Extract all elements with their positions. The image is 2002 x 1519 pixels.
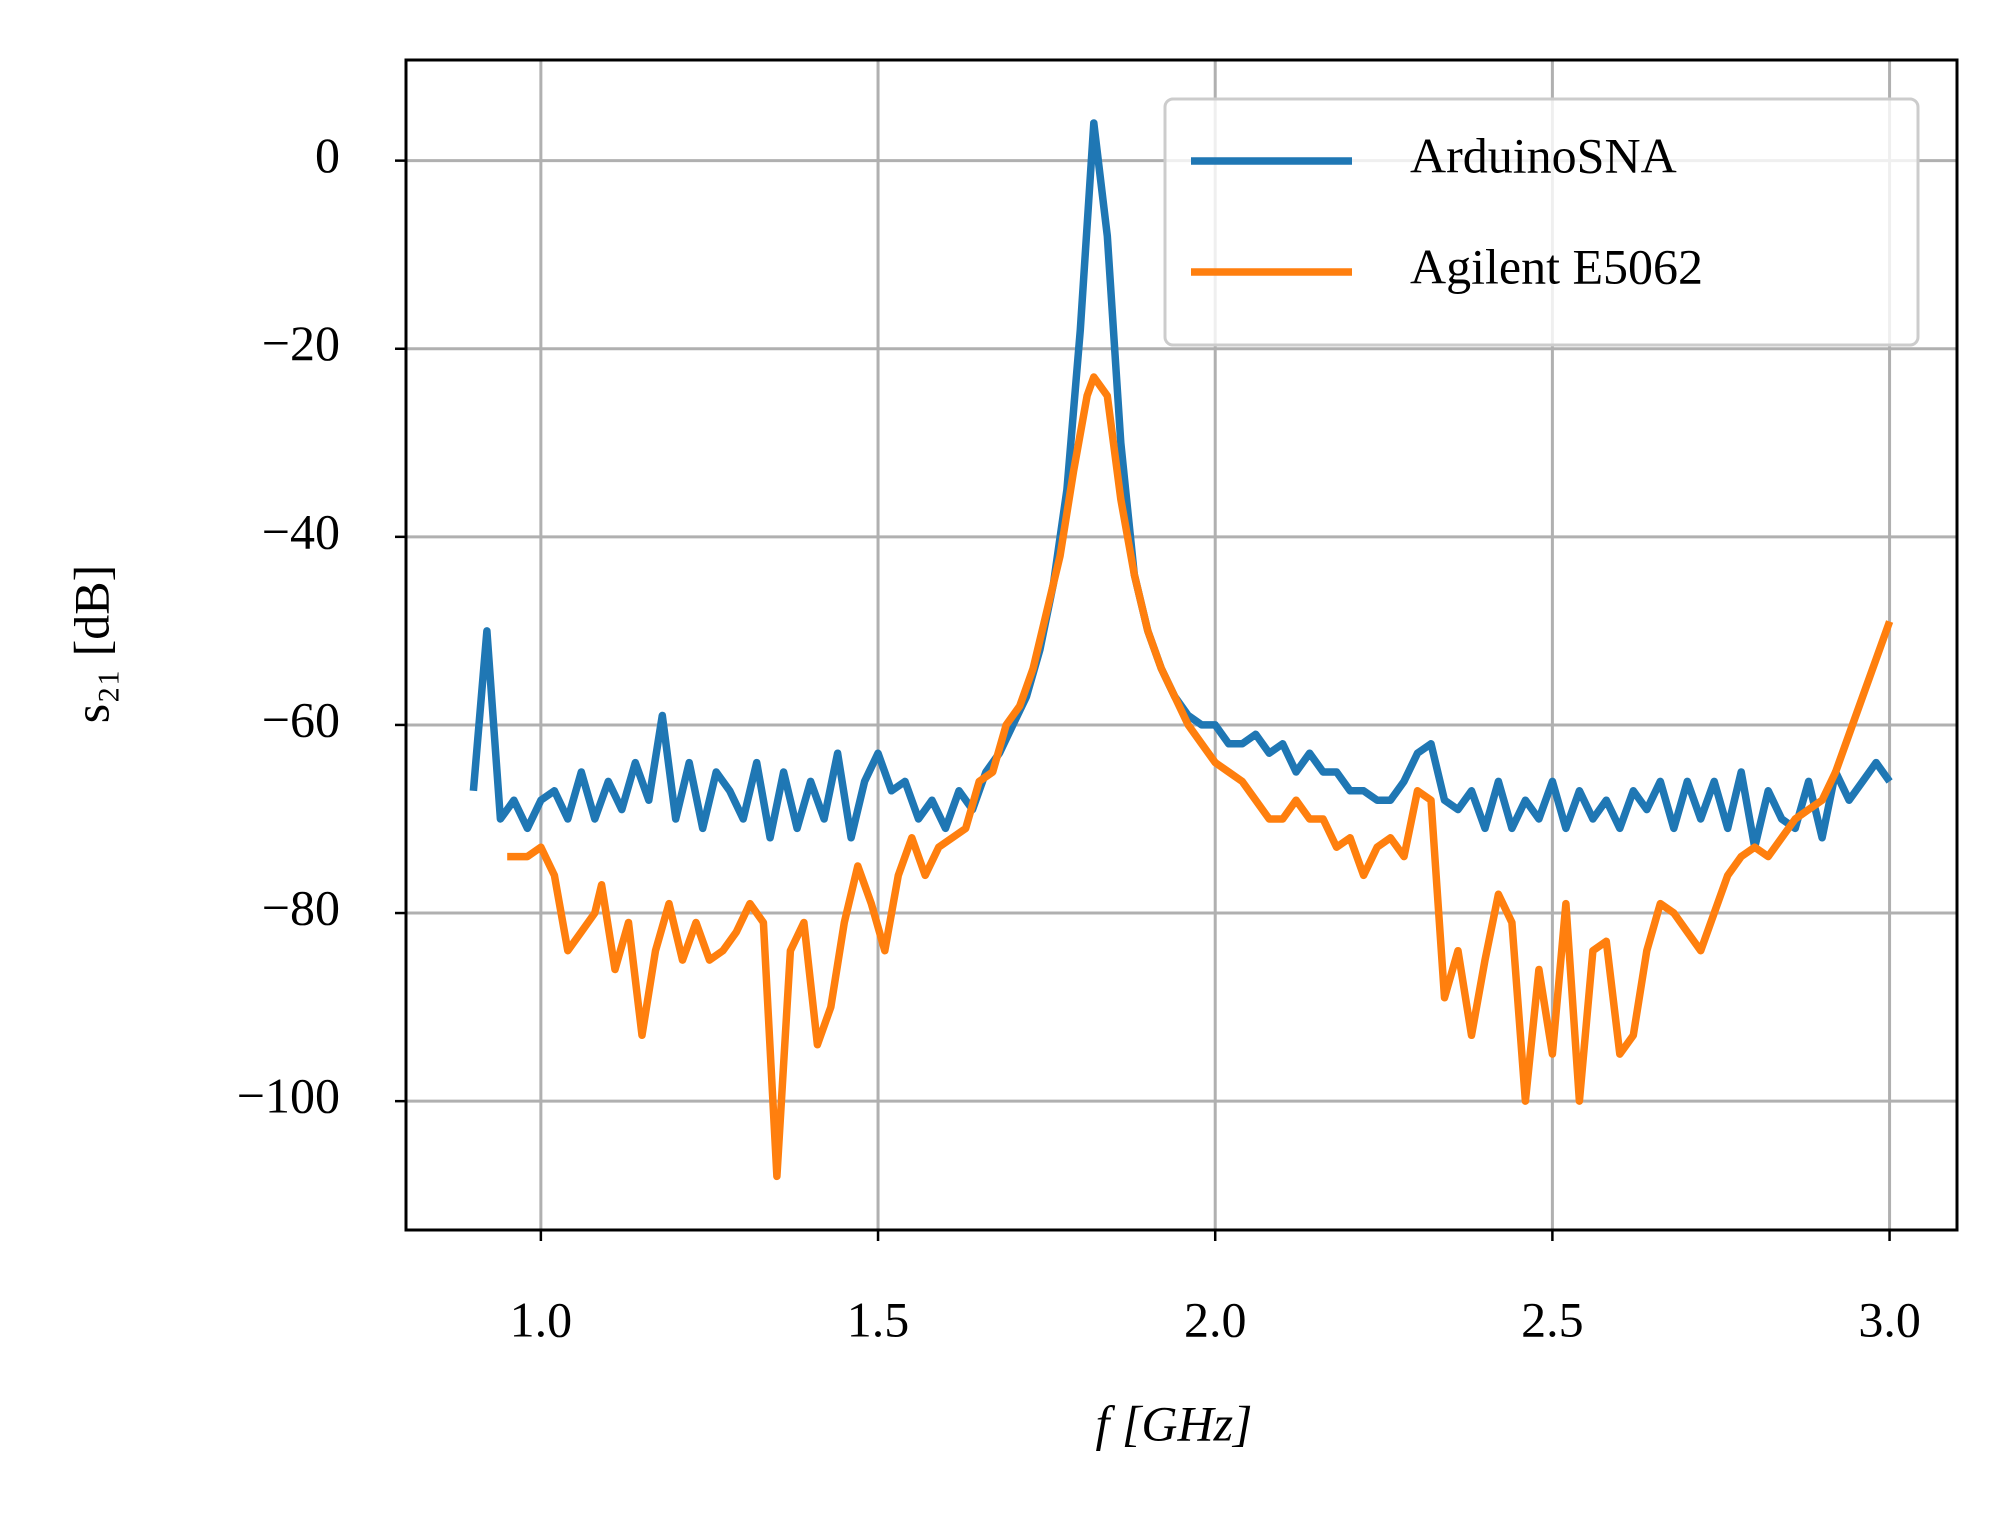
x-axis-label: f [GHz] bbox=[1096, 1395, 1253, 1451]
plot-frame bbox=[404, 58, 1959, 1232]
x-tick-label: 2.5 bbox=[1521, 1291, 1584, 1347]
y-tick-label: −100 bbox=[237, 1068, 340, 1124]
legend-box bbox=[1163, 97, 1920, 347]
x-tick-label: 3.0 bbox=[1858, 1291, 1921, 1347]
y-tick-label: −80 bbox=[262, 880, 340, 936]
x-tick-label: 2.0 bbox=[1184, 1291, 1247, 1347]
y-axis-label: s₂₁ [dB] bbox=[63, 565, 119, 723]
series-line bbox=[507, 373, 1894, 1181]
x-tick-label: 1.5 bbox=[847, 1291, 910, 1347]
y-tick-label: 0 bbox=[315, 127, 340, 183]
y-tick-label: −40 bbox=[262, 503, 340, 559]
x-tick-label: 1.0 bbox=[510, 1291, 573, 1347]
legend-label: ArduinoSNA bbox=[1410, 127, 1677, 183]
y-tick-label: −60 bbox=[262, 691, 340, 747]
y-tick-label: −20 bbox=[262, 315, 340, 371]
legend-label: Agilent E5062 bbox=[1410, 238, 1703, 294]
